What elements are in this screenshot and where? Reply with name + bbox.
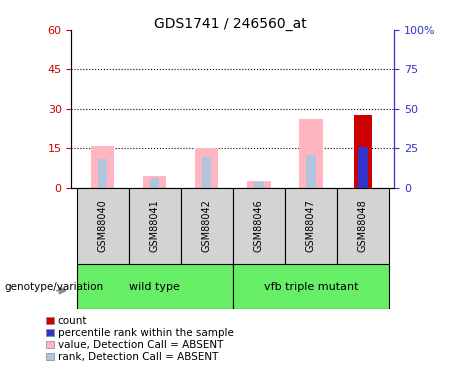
Bar (337, 188, 389, 264)
Bar (247, 181, 271, 188)
Bar (98, 159, 107, 188)
Bar (306, 154, 316, 188)
Text: count: count (58, 316, 87, 326)
Text: wild type: wild type (129, 282, 180, 292)
Bar (233, 188, 285, 264)
Bar (233, 264, 389, 309)
Bar (358, 147, 367, 188)
Bar (129, 188, 181, 264)
Text: GDS1741 / 246560_at: GDS1741 / 246560_at (154, 17, 307, 31)
Bar (285, 188, 337, 264)
Text: GSM88047: GSM88047 (306, 200, 316, 252)
Bar (77, 188, 129, 264)
Bar (150, 178, 160, 188)
Bar (299, 119, 323, 188)
Bar (143, 176, 166, 188)
Bar (181, 188, 233, 264)
Bar (195, 148, 219, 188)
Text: genotype/variation: genotype/variation (5, 282, 104, 292)
Bar (202, 158, 212, 188)
Text: GSM88040: GSM88040 (98, 200, 108, 252)
Text: percentile rank within the sample: percentile rank within the sample (58, 328, 234, 338)
Bar (354, 115, 372, 188)
Text: value, Detection Call = ABSENT: value, Detection Call = ABSENT (58, 340, 223, 350)
Text: GSM88048: GSM88048 (358, 200, 368, 252)
Text: rank, Detection Call = ABSENT: rank, Detection Call = ABSENT (58, 352, 218, 362)
Bar (91, 146, 114, 188)
Text: GSM88046: GSM88046 (254, 200, 264, 252)
Text: GSM88042: GSM88042 (202, 200, 212, 252)
Text: vfb triple mutant: vfb triple mutant (264, 282, 358, 292)
Bar (254, 182, 264, 188)
Bar (77, 264, 233, 309)
Text: GSM88041: GSM88041 (150, 200, 160, 252)
